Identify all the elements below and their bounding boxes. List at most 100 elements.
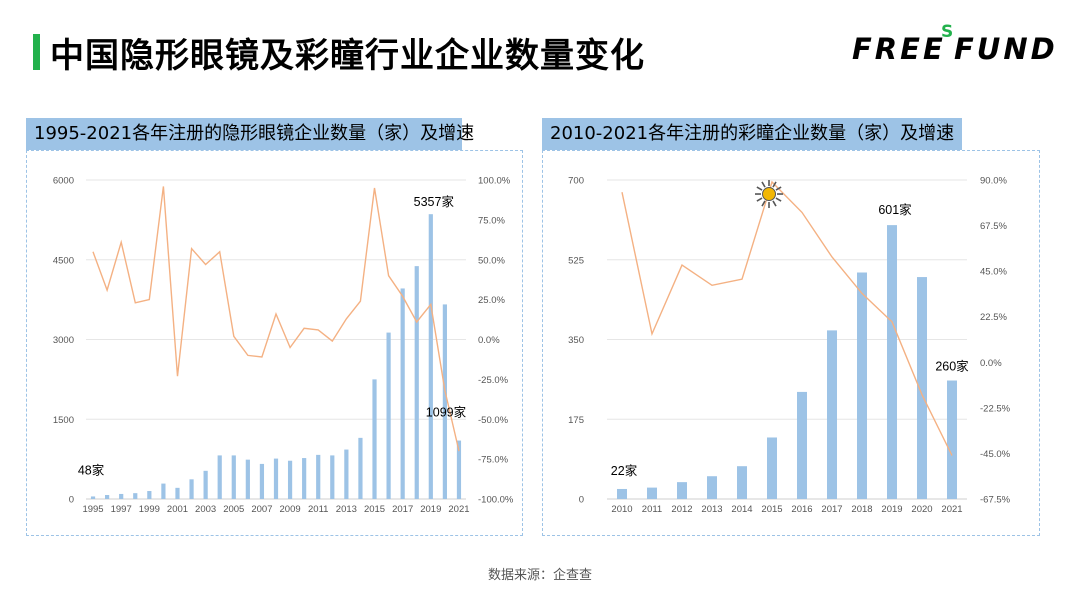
y-right-tick-label: -75.0% — [478, 455, 509, 466]
sun-icon — [755, 180, 783, 209]
bar — [175, 487, 180, 499]
bar — [947, 380, 957, 499]
bar — [442, 304, 447, 499]
page-title: 中国隐形眼镜及彩瞳行业企业数量变化 — [50, 36, 645, 76]
y-left-tick-label: 4500 — [53, 255, 74, 266]
y-right-tick-label: -25.0% — [478, 375, 509, 386]
y-left-tick-label: 6000 — [53, 176, 74, 187]
y-right-tick-label: 45.0% — [980, 267, 1007, 278]
bar — [737, 466, 747, 499]
chart-panel-contact-lens — [26, 150, 523, 536]
data-label: 601家 — [878, 202, 912, 217]
x-tick-label: 2011 — [308, 504, 328, 515]
x-tick-label: 2010 — [611, 504, 632, 515]
chart-title-colored-lens: 2010-2021各年注册的彩瞳企业数量（家）及增速 — [542, 118, 962, 150]
bar — [189, 479, 194, 499]
bar — [161, 483, 166, 499]
bar — [372, 379, 377, 499]
x-tick-label: 2018 — [851, 504, 872, 515]
x-tick-label: 2015 — [364, 504, 385, 515]
bar — [231, 455, 236, 499]
bar — [647, 487, 657, 499]
x-tick-label: 2009 — [280, 504, 301, 515]
bar — [400, 288, 405, 499]
bar — [119, 493, 124, 499]
bar — [344, 449, 349, 499]
x-tick-label: 2017 — [392, 504, 413, 515]
y-left-tick-label: 700 — [568, 176, 584, 187]
y-left-tick-label: 0 — [69, 495, 74, 506]
y-right-tick-label: -50.0% — [478, 415, 509, 426]
x-tick-label: 2001 — [167, 504, 188, 515]
logo-text-sup: S — [941, 22, 954, 42]
x-tick-label: 1995 — [82, 504, 103, 515]
x-tick-label: 2012 — [671, 504, 692, 515]
x-tick-label: 2016 — [791, 504, 812, 515]
y-left-tick-label: 0 — [579, 495, 584, 506]
data-label: 48家 — [78, 462, 105, 477]
x-tick-label: 2014 — [731, 504, 752, 515]
x-tick-label: 1997 — [111, 504, 132, 515]
bar — [133, 493, 138, 499]
x-tick-label: 1999 — [139, 504, 160, 515]
bar — [887, 225, 897, 499]
x-tick-label: 2019 — [420, 504, 441, 515]
bar — [358, 437, 363, 499]
y-right-tick-label: 0.0% — [478, 335, 500, 346]
y-left-tick-label: 1500 — [53, 415, 74, 426]
bar — [386, 332, 391, 499]
y-left-tick-label: 525 — [568, 255, 584, 266]
y-left-tick-label: 350 — [568, 335, 584, 346]
x-tick-label: 2005 — [223, 504, 244, 515]
freesfund-logo: FREE S FUND — [852, 22, 1062, 70]
bar — [245, 459, 250, 499]
bar — [617, 488, 627, 499]
chart-title-contact-lens: 1995-2021各年注册的隐形眼镜企业数量（家）及增速 — [26, 118, 474, 150]
x-tick-label: 2013 — [336, 504, 357, 515]
chart-colored-lens: 0 175 350 525 700 -67.5% -45.0% -22.5% 0.0% 22.5%… — [568, 176, 1011, 516]
y-right-tick-label: -45.0% — [980, 449, 1011, 460]
x-tick-label: 2017 — [821, 504, 842, 515]
y-left-tick-label: 3000 — [53, 335, 74, 346]
bar — [302, 458, 307, 499]
bar — [827, 330, 837, 499]
chart-contact-lens: 0 1500 3000 4500 6000 -100.0% -75.0% -50.0% -25.… — [53, 176, 514, 516]
y-right-tick-label: 0.0% — [980, 358, 1002, 369]
bar — [105, 495, 110, 499]
chart-panel-colored-lens — [542, 150, 1040, 536]
bar — [287, 460, 293, 499]
bar — [707, 476, 717, 499]
bar — [147, 491, 152, 499]
bar — [677, 482, 687, 499]
bar — [414, 266, 419, 499]
bar — [316, 454, 321, 499]
x-tick-label: 2015 — [761, 504, 782, 515]
y-right-tick-label: 25.0% — [478, 295, 505, 306]
bar — [330, 455, 335, 499]
x-tick-label: 2020 — [911, 504, 932, 515]
data-label: 260家 — [935, 359, 969, 374]
data-source: 数据来源：企查查 — [487, 568, 592, 583]
y-right-tick-label: 90.0% — [980, 176, 1007, 187]
x-tick-label: 2021 — [941, 504, 962, 515]
x-tick-label: 2011 — [642, 504, 662, 515]
y-right-tick-label: 67.5% — [980, 221, 1007, 232]
logo-text-fund: FUND — [954, 32, 1058, 66]
y-right-tick-label: 75.0% — [478, 215, 505, 226]
title-accent-bar — [33, 34, 40, 70]
x-tick-label: 2021 — [448, 504, 469, 515]
bar — [767, 437, 777, 499]
y-right-tick-label: 100.0% — [478, 176, 511, 187]
y-right-tick-label: 50.0% — [478, 255, 505, 266]
growth-rate-line — [92, 186, 460, 452]
x-tick-label: 2013 — [701, 504, 722, 515]
bar — [857, 272, 867, 499]
data-label: 5357家 — [414, 194, 455, 209]
bar — [203, 470, 208, 499]
bar — [273, 458, 279, 499]
x-tick-label: 2019 — [881, 504, 902, 515]
bar — [259, 463, 265, 499]
logo-text-free: FREE — [852, 32, 946, 66]
y-left-tick-label: 175 — [568, 415, 584, 426]
bar — [428, 214, 433, 499]
